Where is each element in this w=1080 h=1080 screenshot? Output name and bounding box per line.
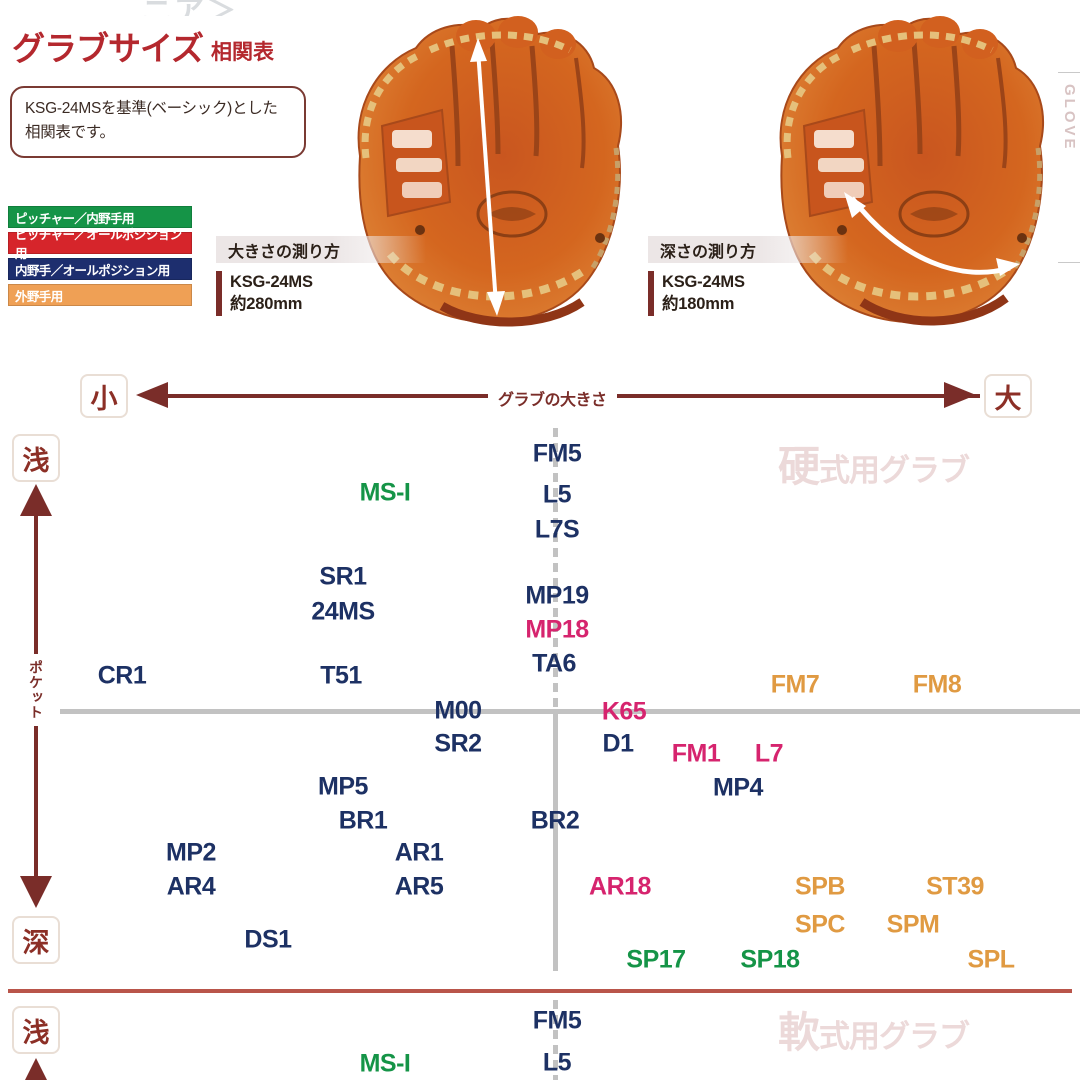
axis-y-top-arrow (20, 484, 52, 516)
model-label-ms-i-soft[interactable]: MS-I (359, 1049, 411, 1078)
model-label-spc[interactable]: SPC (795, 910, 845, 939)
watermark-hardball-rest: 式用グラブ (819, 453, 970, 488)
model-label-fm1[interactable]: FM1 (671, 739, 721, 768)
watermark-softball-rest: 式用グラブ (819, 1019, 970, 1054)
axis-x-min-box: 小 (80, 374, 128, 418)
measure-heading: 深さの測り方 (648, 236, 848, 263)
measure-body: KSG-24MS 約180mm (648, 271, 848, 316)
chart2-grid-vertical-dashed (553, 1000, 558, 1080)
side-glove-text: GLOVE (1061, 84, 1078, 152)
model-label-ar18[interactable]: AR18 (589, 872, 651, 901)
watermark-softball: 軟式用グラブ (778, 1009, 970, 1056)
note-line-2: 相関表です。 (25, 124, 115, 142)
axis-y-top-label: 浅 (22, 445, 50, 476)
model-label-l7[interactable]: L7 (754, 739, 784, 768)
side-tick-top (1058, 72, 1080, 73)
model-label-ms-i[interactable]: MS-I (359, 478, 411, 507)
legend: ピッチャー／内野手用 ピッチャー／オールポジション用 内野手／オールポジション用… (8, 206, 192, 310)
axis-y-top-box: 浅 (12, 434, 60, 482)
model-label-ar5[interactable]: AR5 (394, 872, 444, 901)
model-label-mp4[interactable]: MP4 (713, 773, 763, 802)
legend-item-pitcher-infield: ピッチャー／内野手用 (8, 206, 192, 228)
axis-y-title: ポケット (26, 654, 46, 726)
model-label-ar4[interactable]: AR4 (166, 872, 216, 901)
measure-model: KSG-24MS (230, 273, 313, 291)
model-label-sp17[interactable]: SP17 (626, 945, 686, 974)
model-label-sr1[interactable]: SR1 (319, 562, 367, 591)
model-label-br1[interactable]: BR1 (338, 806, 388, 835)
legend-label: 内野手／オールポジション用 (15, 263, 170, 278)
axis-x-title: グラブの大きさ (488, 386, 617, 410)
model-label-sr2[interactable]: SR2 (434, 729, 482, 758)
model-label-fm8[interactable]: FM8 (912, 670, 962, 699)
model-label-l5-soft[interactable]: L5 (542, 1048, 572, 1077)
watermark-hardball-bold: 硬 (778, 443, 820, 490)
watermark-softball-bold: 軟 (778, 1009, 820, 1056)
side-tick-bottom (1058, 262, 1080, 263)
chart-grid-vertical-dashed (553, 428, 558, 710)
chart-grid-horizontal (60, 709, 1080, 714)
legend-item-pitcher-allposition: ピッチャー／オールポジション用 (8, 228, 192, 261)
model-label-mp18[interactable]: MP18 (525, 615, 589, 644)
model-label-m00[interactable]: M00 (434, 696, 482, 725)
axis-x-max-box: 大 (984, 374, 1032, 418)
measure-callout-depth: 深さの測り方 KSG-24MS 約180mm (648, 236, 848, 316)
measure-callout-size: 大きさの測り方 KSG-24MS 約280mm (216, 236, 426, 316)
model-label-mp19[interactable]: MP19 (525, 581, 589, 610)
axis-y-bottom-box: 深 (12, 916, 60, 964)
model-label-spl[interactable]: SPL (967, 945, 1015, 974)
note-line-1: KSG-24MSを基準(ベーシック)とした (25, 100, 278, 117)
axis-x-left-arrow (136, 382, 168, 408)
page-title-sub: 相関表 (211, 41, 275, 64)
legend-label: ピッチャー／内野手用 (15, 211, 134, 226)
chart-grid-vertical (553, 709, 558, 971)
model-label-24ms[interactable]: 24MS (311, 597, 375, 626)
axis-x-right-arrow (944, 382, 976, 408)
model-label-l5[interactable]: L5 (542, 480, 572, 509)
model-label-spb[interactable]: SPB (795, 872, 845, 901)
top-partial-text: ニア＞ (60, 0, 320, 16)
model-label-st39[interactable]: ST39 (926, 872, 984, 901)
measure-value: 約280mm (230, 295, 303, 314)
page-title-main: グラブサイズ (12, 30, 204, 67)
legend-label: ピッチャー／オールポジション用 (15, 228, 182, 261)
section-divider (8, 989, 1072, 993)
model-label-ta6[interactable]: TA6 (532, 649, 576, 678)
model-label-d1[interactable]: D1 (602, 729, 634, 758)
measure-bar (648, 271, 654, 316)
model-label-cr1[interactable]: CR1 (97, 661, 147, 690)
measure-body: KSG-24MS 約280mm (216, 271, 426, 316)
model-label-fm5[interactable]: FM5 (532, 439, 582, 468)
measure-heading: 大きさの測り方 (216, 236, 426, 263)
watermark-hardball: 硬式用グラブ (778, 443, 970, 490)
model-label-ar1[interactable]: AR1 (394, 838, 444, 867)
page-title: グラブサイズ 相関表 (12, 32, 274, 65)
model-label-fm5-soft[interactable]: FM5 (532, 1006, 582, 1035)
model-label-k65[interactable]: K65 (601, 697, 647, 726)
axis-y-bottom-arrow (20, 876, 52, 908)
note-box: KSG-24MSを基準(ベーシック)とした 相関表です。 (10, 86, 306, 158)
axis-y2-top-label: 浅 (22, 1017, 50, 1048)
legend-item-outfield: 外野手用 (8, 284, 192, 306)
legend-item-infield-allposition: 内野手／オールポジション用 (8, 258, 192, 280)
model-label-l7s[interactable]: L7S (534, 515, 580, 544)
model-label-fm7[interactable]: FM7 (770, 670, 820, 699)
model-label-mp2[interactable]: MP2 (166, 838, 216, 867)
measure-bar (216, 271, 222, 316)
axis-y2-top-arrow (20, 1058, 52, 1080)
axis-x-min-label: 小 (90, 383, 118, 414)
measure-model: KSG-24MS (662, 273, 745, 291)
legend-label: 外野手用 (15, 289, 63, 304)
model-label-mp5[interactable]: MP5 (318, 772, 368, 801)
model-label-spm[interactable]: SPM (886, 910, 940, 939)
model-label-ds1[interactable]: DS1 (244, 925, 292, 954)
axis-x-max-label: 大 (994, 383, 1022, 414)
measure-value: 約180mm (662, 295, 735, 314)
axis-y-bottom-label: 深 (22, 927, 50, 958)
axis-y2-top-box: 浅 (12, 1006, 60, 1054)
model-label-br2[interactable]: BR2 (530, 806, 580, 835)
model-label-t51[interactable]: T51 (320, 661, 362, 690)
model-label-sp18[interactable]: SP18 (740, 945, 800, 974)
